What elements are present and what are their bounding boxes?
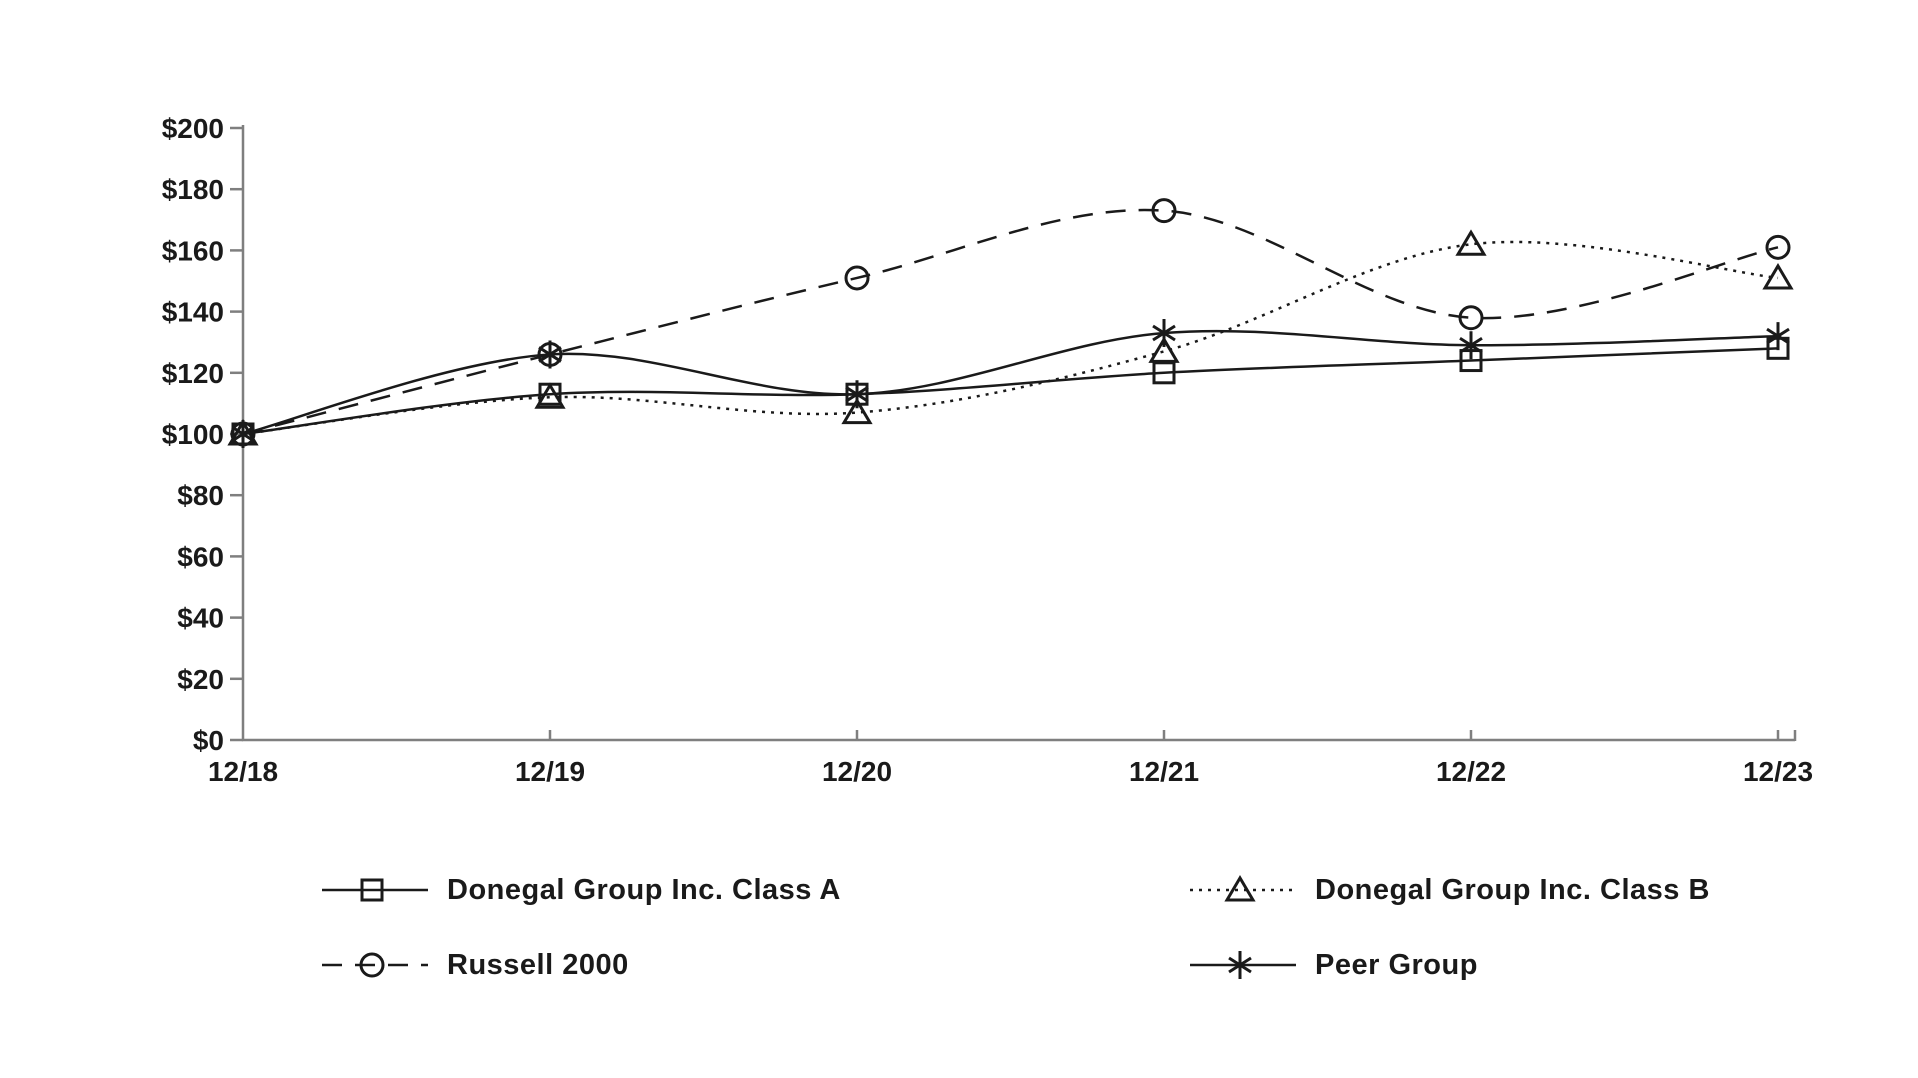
series-markers-square xyxy=(231,336,1790,446)
x-axis: 12/18 12/19 12/20 12/21 12/22 12/23 xyxy=(208,730,1813,787)
y-tick-label: $40 xyxy=(177,603,224,634)
y-tick-label: $20 xyxy=(177,664,224,695)
x-tick-label: 12/22 xyxy=(1436,756,1506,787)
y-tick-label: $80 xyxy=(177,480,224,511)
y-tick-label: $120 xyxy=(162,358,224,389)
y-tick-label: $160 xyxy=(162,235,224,266)
y-tick-label: $60 xyxy=(177,541,224,572)
series-line-peer-group xyxy=(242,329,1779,436)
x-tick-label: 12/20 xyxy=(822,756,892,787)
x-tick-label: 12/23 xyxy=(1743,756,1813,787)
series-line-russell-2000 xyxy=(242,208,1779,436)
series-markers-circle xyxy=(230,198,1791,447)
series-markers-asterisk xyxy=(231,319,1790,448)
series-line-donegal-group-inc-class-b xyxy=(242,240,1779,436)
x-tick-label: 12/21 xyxy=(1129,756,1199,787)
y-axis: $0 $20 $40 $60 $80 $100 $120 $140 $160 $180 $200 xyxy=(162,113,243,756)
y-tick-label: $0 xyxy=(193,725,224,756)
series-line-donegal-group-inc-class-a xyxy=(242,347,1779,436)
series-markers-triangle xyxy=(227,229,1794,446)
y-tick-label: $180 xyxy=(162,174,224,205)
x-tick-label: 12/19 xyxy=(515,756,585,787)
x-tick-label: 12/18 xyxy=(208,756,278,787)
y-tick-label: $100 xyxy=(162,419,224,450)
y-tick-label: $140 xyxy=(162,297,224,328)
axes xyxy=(241,125,1795,742)
y-tick-label: $200 xyxy=(162,113,224,144)
